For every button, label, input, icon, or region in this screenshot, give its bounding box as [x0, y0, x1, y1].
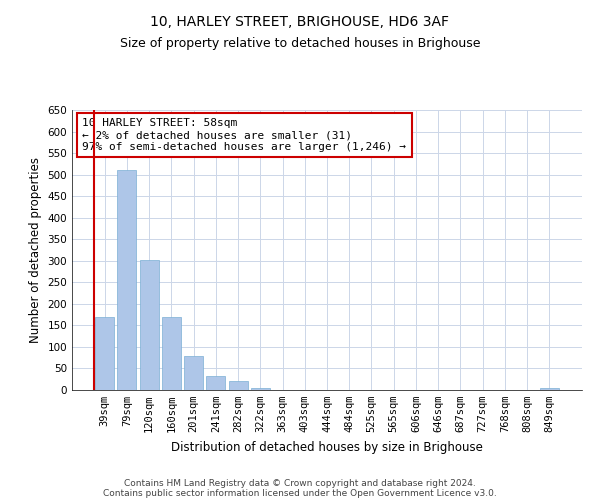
Bar — [251, 388, 270, 390]
X-axis label: Distribution of detached houses by size in Brighouse: Distribution of detached houses by size … — [171, 440, 483, 454]
Text: Contains public sector information licensed under the Open Government Licence v3: Contains public sector information licen… — [103, 488, 497, 498]
Bar — [229, 382, 248, 390]
Bar — [140, 260, 158, 390]
Text: Contains HM Land Registry data © Crown copyright and database right 2024.: Contains HM Land Registry data © Crown c… — [124, 478, 476, 488]
Bar — [95, 317, 114, 390]
Bar — [206, 376, 225, 390]
Bar — [184, 356, 203, 390]
Text: 10, HARLEY STREET, BRIGHOUSE, HD6 3AF: 10, HARLEY STREET, BRIGHOUSE, HD6 3AF — [151, 15, 449, 29]
Bar — [540, 388, 559, 390]
Bar — [118, 170, 136, 390]
Text: 10 HARLEY STREET: 58sqm
← 2% of detached houses are smaller (31)
97% of semi-det: 10 HARLEY STREET: 58sqm ← 2% of detached… — [82, 118, 406, 152]
Bar — [162, 317, 181, 390]
Text: Size of property relative to detached houses in Brighouse: Size of property relative to detached ho… — [120, 38, 480, 51]
Y-axis label: Number of detached properties: Number of detached properties — [29, 157, 42, 343]
